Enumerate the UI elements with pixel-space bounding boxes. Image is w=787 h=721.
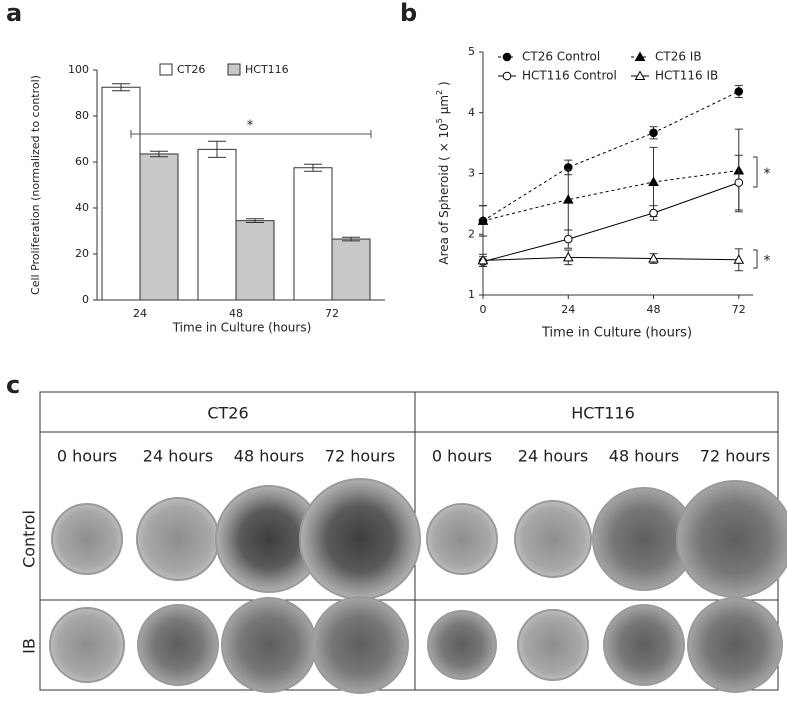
spheroid-image: [517, 609, 589, 681]
group-header: CT26: [207, 404, 248, 423]
spheroid-image: [514, 500, 592, 578]
row-header: Control: [20, 510, 39, 568]
legend-label: CT26: [177, 63, 205, 76]
y-tick-label: 20: [75, 247, 89, 260]
time-header: 48 hours: [609, 447, 679, 466]
row-header: IB: [20, 638, 39, 654]
y-tick-label: 1: [468, 288, 475, 301]
y-tick-label: 100: [68, 63, 89, 76]
y-axis-title-part: 5: [435, 118, 444, 123]
time-header: 72 hours: [325, 447, 395, 466]
point: [734, 178, 744, 187]
point: [562, 194, 574, 204]
bar: [293, 167, 333, 301]
annotation: *: [247, 119, 254, 134]
x-tick-label: 24: [133, 307, 147, 320]
x-tick-label: 48: [647, 303, 661, 316]
spheroid-image: [136, 497, 220, 581]
x-tick-label: 72: [732, 303, 746, 316]
time-header: 0 hours: [432, 447, 492, 466]
legend-marker: [634, 70, 646, 80]
legend-swatch: [159, 63, 173, 76]
legend-label: HCT116: [245, 63, 289, 76]
y-tick-label: 2: [468, 227, 475, 240]
legend-label: HCT116 Control: [522, 69, 617, 83]
y-axis-title: Cell Proliferation (normalized to contro…: [29, 75, 42, 295]
point: [648, 253, 659, 263]
series-line: [482, 182, 739, 263]
y-tick-label: 5: [468, 45, 475, 58]
point: [733, 254, 745, 264]
bracket: [753, 156, 758, 188]
point: [734, 87, 744, 96]
panel-label: c: [6, 371, 20, 399]
x-tick-label: 0: [480, 303, 487, 316]
spheroid-image: [676, 480, 787, 598]
legend-label: HCT116 IB: [655, 69, 718, 83]
point: [477, 215, 489, 225]
annotation: *: [764, 253, 771, 269]
series-line: [482, 91, 740, 222]
panel-label: b: [400, 0, 417, 27]
y-tick-label: 40: [75, 201, 89, 214]
bar: [235, 220, 275, 301]
legend-marker: [502, 71, 512, 81]
point: [648, 176, 659, 187]
spheroid-image: [299, 478, 421, 600]
time-header: 24 hours: [518, 447, 588, 466]
legend-marker: [634, 51, 646, 61]
y-tick-label: 80: [75, 109, 89, 122]
point: [563, 234, 573, 244]
spheroid-image: [137, 604, 219, 686]
x-tick-label: 72: [325, 307, 339, 320]
group-header: HCT116: [571, 404, 635, 423]
bar: [101, 86, 141, 301]
legend-label: CT26 Control: [522, 50, 600, 64]
y-tick-label: 4: [468, 106, 475, 119]
y-axis-title: Area of Spheroid ( × 105 μm2 ): [435, 81, 451, 264]
y-tick-label: 60: [75, 155, 89, 168]
legend-marker: [502, 52, 512, 62]
annotation: *: [764, 166, 771, 182]
point: [649, 128, 658, 138]
time-header: 24 hours: [143, 447, 213, 466]
spheroid-image: [427, 610, 497, 680]
bar: [197, 148, 237, 301]
spheroid-image: [426, 503, 498, 575]
spheroid-image: [603, 604, 685, 686]
time-header: 72 hours: [700, 447, 770, 466]
bracket: [753, 249, 758, 269]
x-axis-title: Time in Culture (hours): [541, 326, 692, 341]
bar: [331, 238, 371, 301]
y-axis-title-part: ): [437, 81, 451, 90]
time-header: 48 hours: [234, 447, 304, 466]
spheroid-image: [51, 503, 123, 575]
y-tick-label: 3: [468, 167, 475, 180]
series-line: [482, 169, 739, 222]
panel-label: a: [6, 0, 22, 27]
y-axis-title-part: μm: [437, 95, 451, 118]
point: [562, 251, 574, 262]
spheroid-image: [49, 607, 125, 683]
y-axis-title-part: Area of Spheroid ( × 10: [437, 123, 451, 264]
y-tick-label: 0: [82, 293, 89, 306]
y-axis-title-part: 2: [435, 90, 444, 95]
time-header: 0 hours: [57, 447, 117, 466]
point: [649, 208, 658, 218]
spheroid-image: [311, 596, 409, 694]
series-line: [482, 256, 739, 261]
spheroid-image: [687, 597, 783, 693]
x-axis-title: Time in Culture (hours): [172, 321, 312, 335]
legend-label: CT26 IB: [655, 50, 702, 64]
x-tick-label: 24: [561, 303, 575, 316]
point: [477, 254, 489, 265]
x-tick-label: 48: [229, 307, 243, 320]
bar: [139, 153, 179, 301]
legend-swatch: [227, 63, 241, 76]
spheroid-image: [221, 597, 317, 693]
